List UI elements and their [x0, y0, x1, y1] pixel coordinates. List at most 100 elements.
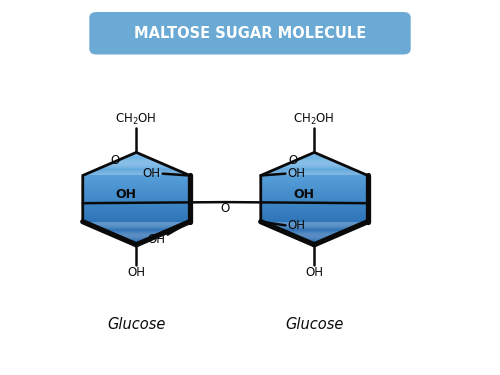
Text: CH$_2$OH: CH$_2$OH	[116, 112, 157, 128]
Polygon shape	[83, 182, 190, 183]
Polygon shape	[261, 186, 368, 187]
Polygon shape	[83, 218, 190, 219]
Polygon shape	[261, 196, 368, 197]
Polygon shape	[286, 233, 342, 234]
Polygon shape	[94, 170, 179, 171]
Polygon shape	[280, 166, 348, 167]
Polygon shape	[128, 241, 145, 242]
Polygon shape	[83, 208, 190, 209]
Polygon shape	[261, 178, 368, 179]
Polygon shape	[100, 167, 172, 168]
Polygon shape	[83, 217, 190, 218]
Polygon shape	[134, 244, 138, 245]
Polygon shape	[83, 197, 190, 198]
Polygon shape	[265, 173, 364, 174]
Polygon shape	[108, 233, 164, 234]
Polygon shape	[83, 210, 190, 211]
Polygon shape	[261, 214, 368, 215]
Polygon shape	[261, 182, 368, 183]
Polygon shape	[261, 217, 368, 218]
Polygon shape	[83, 219, 190, 220]
Polygon shape	[293, 161, 336, 162]
Polygon shape	[261, 190, 368, 191]
Polygon shape	[83, 185, 190, 186]
Polygon shape	[83, 206, 190, 207]
Polygon shape	[261, 212, 368, 213]
Polygon shape	[261, 219, 368, 220]
Polygon shape	[83, 176, 190, 177]
Polygon shape	[83, 191, 190, 192]
Polygon shape	[267, 172, 362, 173]
Polygon shape	[261, 218, 368, 219]
Polygon shape	[282, 231, 346, 232]
Polygon shape	[261, 211, 368, 212]
Polygon shape	[128, 155, 145, 156]
Polygon shape	[87, 173, 186, 174]
Polygon shape	[284, 164, 344, 165]
Polygon shape	[261, 210, 368, 211]
Polygon shape	[126, 156, 147, 157]
Polygon shape	[102, 230, 170, 231]
Polygon shape	[96, 169, 177, 170]
Text: OH: OH	[288, 167, 306, 180]
Polygon shape	[261, 202, 368, 203]
Polygon shape	[272, 226, 357, 227]
Polygon shape	[261, 176, 368, 177]
Polygon shape	[300, 158, 330, 159]
Polygon shape	[83, 181, 190, 182]
Polygon shape	[261, 201, 368, 202]
Polygon shape	[83, 186, 190, 187]
Polygon shape	[104, 231, 168, 232]
Polygon shape	[261, 216, 368, 217]
Text: OH: OH	[115, 188, 136, 201]
Polygon shape	[261, 204, 368, 205]
Polygon shape	[89, 172, 184, 173]
Polygon shape	[295, 160, 334, 161]
Polygon shape	[83, 175, 190, 176]
Polygon shape	[306, 241, 323, 242]
Polygon shape	[300, 238, 330, 239]
Polygon shape	[92, 171, 181, 172]
Polygon shape	[130, 242, 142, 243]
Polygon shape	[304, 156, 325, 157]
Polygon shape	[98, 168, 175, 169]
Text: Glucose: Glucose	[285, 317, 344, 332]
Polygon shape	[94, 226, 179, 227]
Polygon shape	[261, 177, 368, 178]
Polygon shape	[297, 159, 332, 160]
Polygon shape	[263, 174, 366, 175]
Text: O: O	[220, 201, 230, 214]
Polygon shape	[102, 166, 170, 167]
Polygon shape	[83, 199, 190, 200]
Polygon shape	[83, 207, 190, 208]
Polygon shape	[261, 189, 368, 190]
Polygon shape	[132, 243, 140, 244]
Polygon shape	[312, 244, 316, 245]
Polygon shape	[261, 206, 368, 207]
Polygon shape	[261, 199, 368, 200]
Text: OH: OH	[142, 167, 160, 180]
Polygon shape	[83, 178, 190, 179]
Polygon shape	[83, 187, 190, 188]
Polygon shape	[310, 153, 318, 154]
Polygon shape	[132, 153, 140, 154]
Polygon shape	[265, 224, 364, 225]
Polygon shape	[261, 192, 368, 193]
Polygon shape	[308, 242, 320, 243]
Polygon shape	[270, 171, 359, 172]
Polygon shape	[261, 184, 368, 185]
Polygon shape	[83, 198, 190, 199]
Polygon shape	[85, 223, 188, 224]
Polygon shape	[261, 213, 368, 214]
Text: Glucose: Glucose	[107, 317, 166, 332]
Polygon shape	[261, 207, 368, 208]
Polygon shape	[83, 215, 190, 216]
Polygon shape	[124, 239, 149, 240]
Polygon shape	[115, 161, 158, 162]
Polygon shape	[270, 225, 359, 226]
Polygon shape	[306, 155, 323, 156]
Polygon shape	[261, 191, 368, 192]
Polygon shape	[282, 165, 346, 166]
Polygon shape	[83, 220, 190, 221]
Polygon shape	[134, 152, 138, 153]
